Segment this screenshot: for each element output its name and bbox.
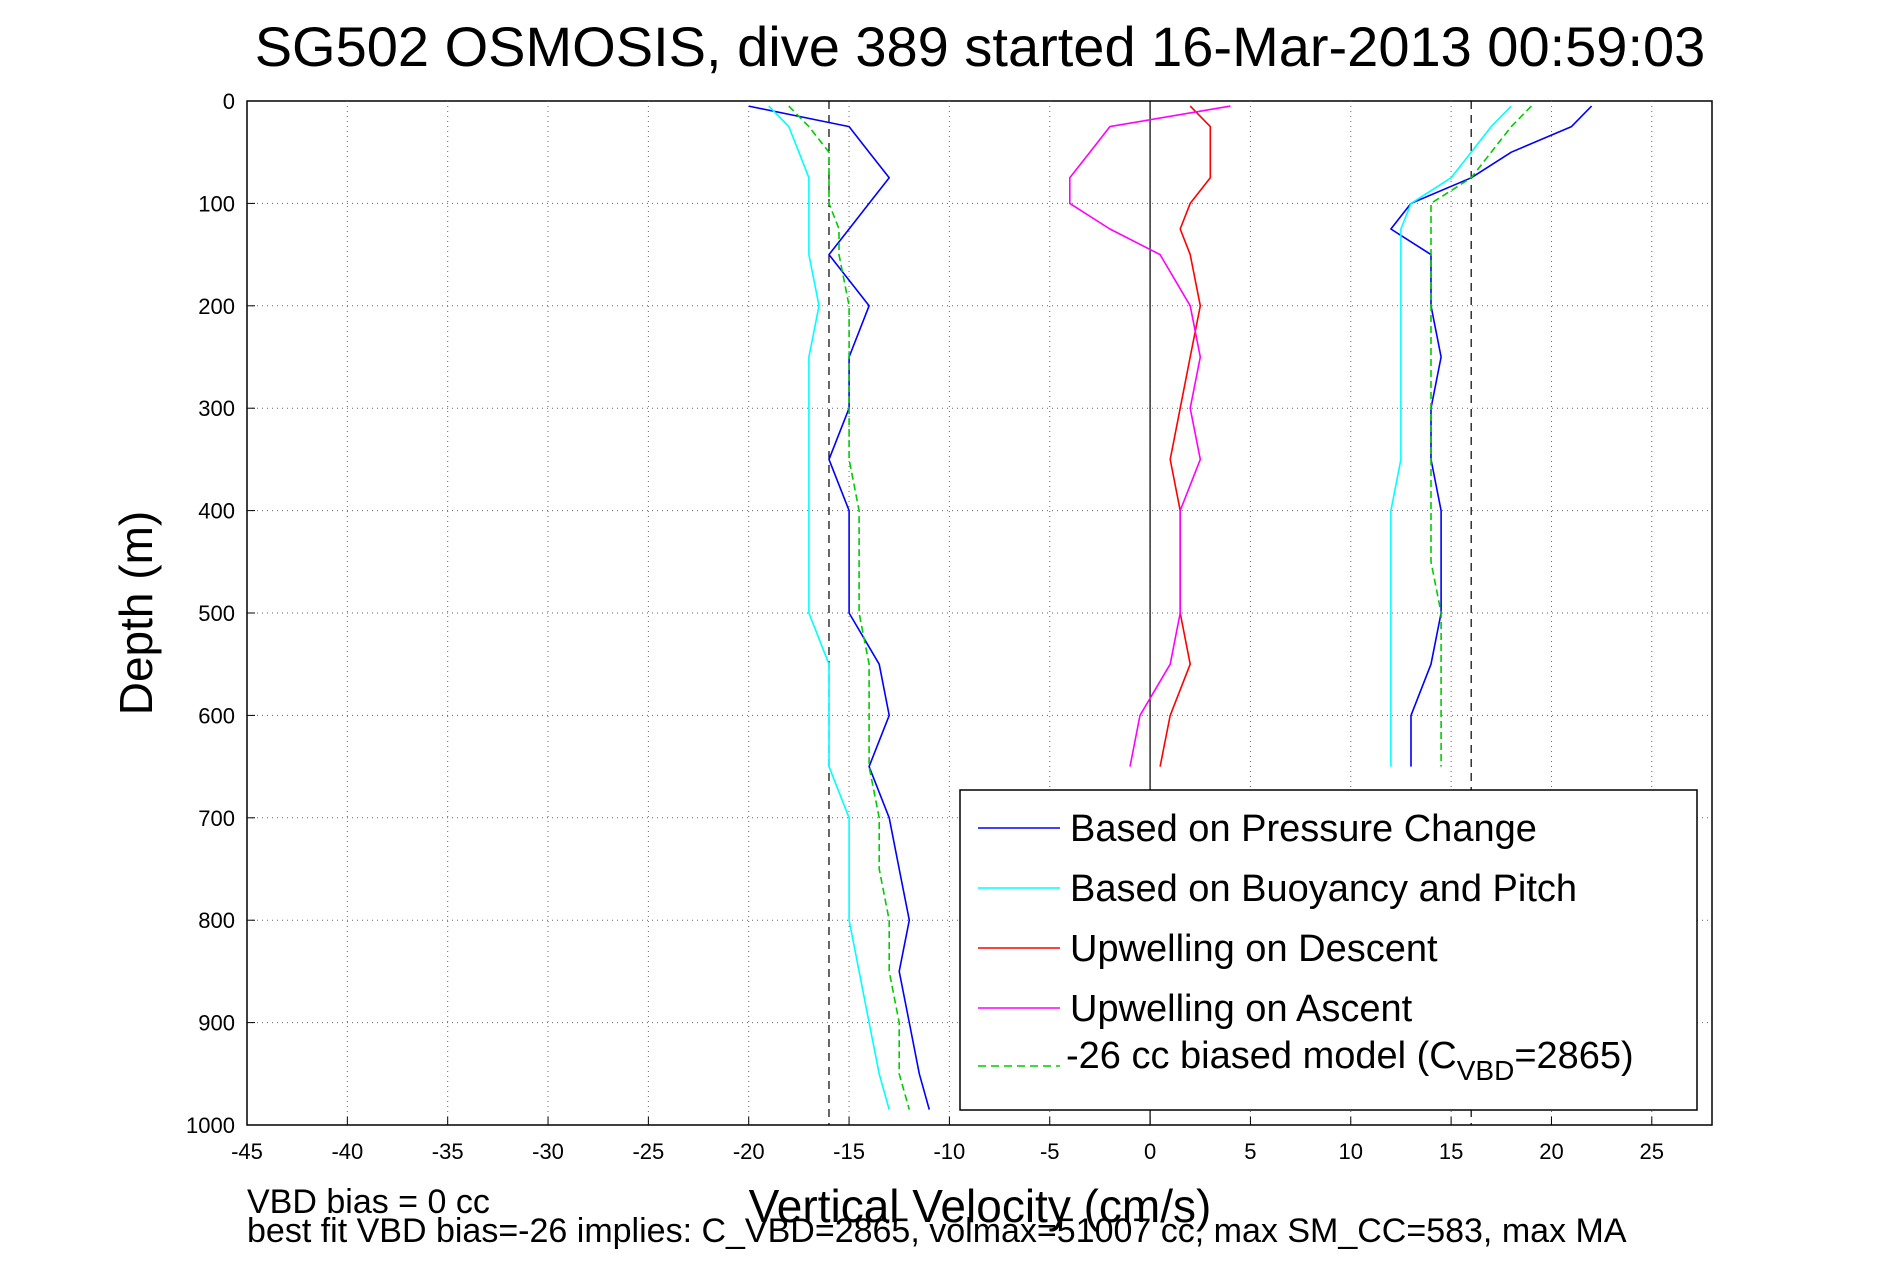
x-tick-label: -45 — [231, 1139, 263, 1164]
x-tick-label: -30 — [532, 1139, 564, 1164]
y-tick-label: 800 — [198, 908, 235, 933]
x-tick-label: -40 — [331, 1139, 363, 1164]
legend-label-model-prefix: -26 cc biased model (C — [1066, 1035, 1457, 1077]
y-tick-label: 100 — [198, 191, 235, 216]
y-tick-label: 200 — [198, 294, 235, 319]
series-line-7 — [1430, 105, 1532, 767]
x-tick-label: 20 — [1539, 1139, 1563, 1164]
series-line-3 — [1390, 105, 1512, 767]
x-tick-label: -25 — [632, 1139, 664, 1164]
y-tick-label: 1000 — [186, 1113, 235, 1138]
y-tick-label: 900 — [198, 1011, 235, 1036]
annotation-vbd-bias: VBD bias = 0 cc — [247, 1183, 490, 1221]
legend-box — [959, 789, 1698, 1111]
y-tick-label: 300 — [198, 396, 235, 421]
y-tick-labels: 0 100 200 300 400 500 600 700 800 900 1000 — [186, 89, 235, 1138]
series-line-2 — [768, 105, 890, 1110]
annotation-best-fit: best fit VBD bias=-26 implies: C_VBD=286… — [247, 1212, 1627, 1250]
series-line-5 — [1069, 105, 1231, 767]
x-tick-labels: -45 -40 -35 -30 -25 -20 -15 -10 -5 0 5 10 15 20 25 — [231, 1139, 1664, 1164]
y-tick-label: 700 — [198, 806, 235, 831]
series-line-1 — [1390, 105, 1593, 767]
legend-label-model-sub: VBD — [1457, 1055, 1515, 1086]
data-series — [748, 105, 1593, 1110]
x-tick-label: -20 — [733, 1139, 765, 1164]
x-tick-label: 25 — [1640, 1139, 1664, 1164]
x-tick-label: -35 — [432, 1139, 464, 1164]
legend: Based on Pressure Change Based on Buoyan… — [959, 789, 1698, 1111]
series-line-4 — [1159, 105, 1212, 767]
legend-label-model: -26 cc biased model (CVBD=2865) — [1066, 1035, 1634, 1086]
legend-label-buoyancy: Based on Buoyancy and Pitch — [1070, 868, 1577, 910]
x-tick-label: 15 — [1439, 1139, 1463, 1164]
y-tick-label: 500 — [198, 601, 235, 626]
chart-title: SG502 OSMOSIS, dive 389 started 16-Mar-2… — [255, 15, 1706, 78]
x-tick-label: 10 — [1339, 1139, 1363, 1164]
x-tick-label: -5 — [1040, 1139, 1060, 1164]
y-tick-label: 600 — [198, 703, 235, 728]
x-tick-label: 5 — [1244, 1139, 1256, 1164]
x-tick-label: 0 — [1144, 1139, 1156, 1164]
legend-label-ascent: Upwelling on Ascent — [1070, 988, 1413, 1030]
y-axis-label: Depth (m) — [110, 511, 162, 715]
x-tick-label: -10 — [933, 1139, 965, 1164]
x-axis-label: Vertical Velocity (cm/s) — [749, 1180, 1212, 1232]
y-tick-label: 0 — [223, 89, 235, 114]
x-tick-label: -15 — [833, 1139, 865, 1164]
series-line-0 — [748, 105, 931, 1110]
y-tick-label: 400 — [198, 499, 235, 524]
legend-label-pressure: Based on Pressure Change — [1070, 808, 1537, 850]
legend-label-model-suffix: =2865) — [1514, 1035, 1633, 1077]
x-gridlines — [246, 101, 1653, 1125]
legend-label-descent: Upwelling on Descent — [1070, 928, 1438, 970]
